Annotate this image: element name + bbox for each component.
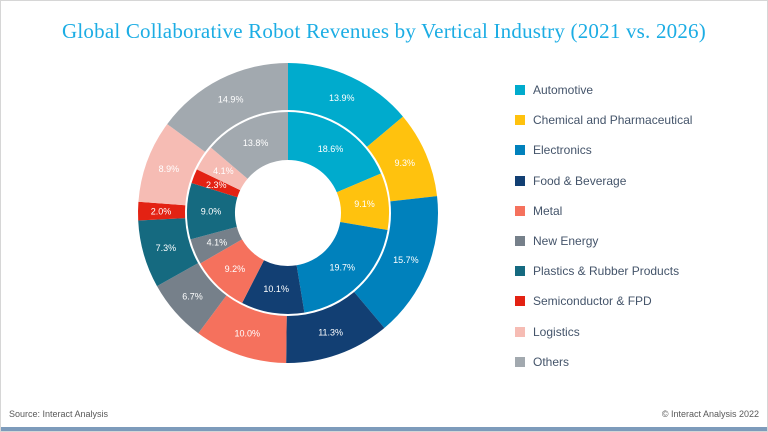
legend-swatch-icon xyxy=(515,296,525,307)
donut-slice-inner-new-energy xyxy=(190,226,243,264)
slice-value-label: 6.7% xyxy=(182,292,203,302)
slice-value-label: 14.9% xyxy=(218,95,244,105)
slice-value-label: 13.8% xyxy=(243,138,269,148)
legend-swatch-icon xyxy=(515,266,525,277)
legend-swatch-icon xyxy=(515,326,525,337)
slice-value-label: 10.1% xyxy=(263,284,289,294)
bottom-accent-bar xyxy=(1,427,767,431)
slice-value-label: 8.9% xyxy=(159,164,180,174)
legend-swatch-icon xyxy=(515,85,525,96)
slice-value-label: 13.9% xyxy=(329,93,355,103)
legend-item-plastics-rubber-products: Plastics & Rubber Products xyxy=(515,256,692,286)
legend-swatch-icon xyxy=(515,205,525,216)
donut-slice-inner-logistics xyxy=(196,147,248,191)
legend-item-label: Logistics xyxy=(533,324,580,339)
slice-value-label: 4.1% xyxy=(207,237,228,247)
slice-value-label: 9.1% xyxy=(354,199,375,209)
legend-item-label: Plastics & Rubber Products xyxy=(533,264,680,279)
legend-item-automotive: Automotive xyxy=(515,75,692,105)
slice-value-label: 9.3% xyxy=(394,158,415,168)
donut-slice-outer-electronics xyxy=(354,196,438,328)
slice-value-label: 2.0% xyxy=(151,206,172,216)
donut-slice-outer-new-energy xyxy=(157,263,227,334)
donut-slice-inner-automotive xyxy=(288,112,381,193)
slice-value-label: 2.3% xyxy=(206,180,227,190)
legend-item-label: Semiconductor & FPD xyxy=(533,294,652,309)
donut-slice-inner-semiconductor-fpd xyxy=(191,169,241,198)
legend-item-new-energy: New Energy xyxy=(515,226,692,256)
slice-value-label: 7.3% xyxy=(156,243,177,253)
legend-item-electronics: Electronics xyxy=(515,135,692,165)
donut-slice-inner-electronics xyxy=(296,221,388,313)
slice-value-label: 19.7% xyxy=(330,263,356,273)
source-note: Source: Interact Analysis xyxy=(9,409,109,419)
donut-slice-inner-chemical-and-pharmaceutical xyxy=(336,173,389,231)
slice-value-label: 4.1% xyxy=(213,166,234,176)
legend-swatch-icon xyxy=(515,115,525,126)
slice-value-label: 9.0% xyxy=(201,207,222,217)
legend-item-label: Others xyxy=(533,354,570,369)
legend-swatch-icon xyxy=(515,145,525,156)
slice-value-label: 9.2% xyxy=(225,264,246,274)
legend-item-others: Others xyxy=(515,347,692,377)
copyright-note: © Interact Analysis 2022 xyxy=(661,409,759,419)
legend-item-label: Electronics xyxy=(533,143,592,158)
donut-slice-outer-automotive xyxy=(288,63,403,147)
slice-value-label: 11.3% xyxy=(318,328,343,338)
donut-slice-outer-others xyxy=(167,63,288,152)
donut-slice-inner-plastics-rubber-products xyxy=(187,182,238,240)
donut-slice-outer-semiconductor-fpd xyxy=(137,201,186,221)
donut-slice-outer-chemical-and-pharmaceutical xyxy=(366,116,438,202)
donut-slice-outer-logistics xyxy=(138,124,206,206)
donut-slice-outer-plastics-rubber-products xyxy=(138,218,199,287)
legend-item-metal: Metal xyxy=(515,196,692,226)
donut-slice-inner-metal xyxy=(200,239,264,303)
chart-title: Global Collaborative Robot Revenues by V… xyxy=(62,19,706,43)
legend-item-label: New Energy xyxy=(533,234,599,249)
legend-swatch-icon xyxy=(515,175,525,186)
legend-swatch-icon xyxy=(515,236,525,247)
legend-item-chemical-and-pharmaceutical: Chemical and Pharmaceutical xyxy=(515,105,692,135)
donut-slice-outer-food-beverage xyxy=(286,291,385,364)
legend-swatch-icon xyxy=(515,356,525,367)
legend-item-label: Chemical and Pharmaceutical xyxy=(533,113,693,128)
legend-item-label: Automotive xyxy=(533,83,594,98)
donut-slice-inner-others xyxy=(210,112,288,179)
slice-value-label: 18.6% xyxy=(318,144,344,154)
legend: Automotive Chemical and Pharmaceutical Ele… xyxy=(515,75,692,377)
legend-item-semiconductor-fpd: Semiconductor & FPD xyxy=(515,286,692,316)
legend-item-food-beverage: Food & Beverage xyxy=(515,166,692,196)
donut-slice-inner-food-beverage xyxy=(242,260,305,314)
donut-slice-outer-metal xyxy=(198,295,287,363)
slice-value-label: 15.7% xyxy=(393,255,419,265)
legend-item-label: Food & Beverage xyxy=(533,173,627,188)
legend-item-label: Metal xyxy=(533,203,563,218)
slice-value-label: 10.0% xyxy=(234,328,260,338)
legend-item-logistics: Logistics xyxy=(515,317,692,347)
